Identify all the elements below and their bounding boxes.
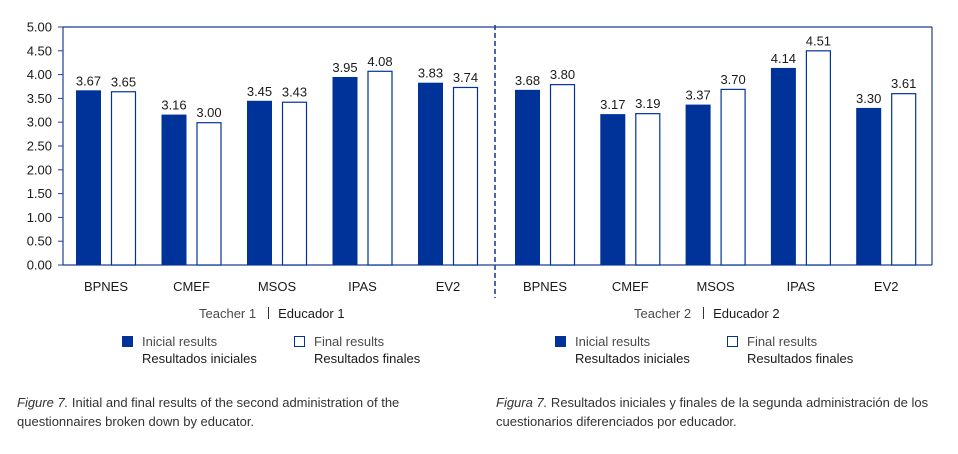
bar-final (196, 122, 222, 266)
y-tick-label: 2.00 (27, 162, 52, 177)
value-label-final: 4.08 (367, 54, 392, 69)
caption-spanish: Figura 7. Resultados iniciales y finales… (496, 393, 941, 431)
bar-initial (332, 76, 358, 265)
y-tick-label: 0.50 (27, 234, 52, 249)
caption-english: Figure 7. Initial and final results of t… (17, 393, 462, 431)
legend-initial-es: Resultados iniciales (575, 351, 690, 366)
bar-final (635, 113, 661, 266)
caption-english-label: Figure 7. (17, 395, 69, 410)
legend-final-en: Final results (747, 334, 818, 349)
bar-final (452, 86, 479, 266)
bar-final (805, 50, 832, 266)
hollow-square-icon (294, 336, 305, 347)
value-label-final: 3.19 (635, 96, 660, 111)
group-label-en: Teacher 1 (199, 306, 257, 321)
value-label-initial: 3.68 (515, 73, 540, 88)
bar-final (720, 88, 746, 266)
value-label-final: 3.70 (720, 72, 745, 87)
caption-spanish-text: Resultados iniciales y finales de la seg… (496, 395, 929, 429)
labels: 0.00 0.50 1.00 1.50 2.00 2.50 3.00 3.50 4.00 4.50… (27, 20, 917, 295)
value-label-initial: 3.45 (247, 84, 272, 99)
separator (703, 307, 705, 319)
bar-initial (247, 100, 272, 265)
value-label-final: 3.65 (111, 74, 136, 89)
y-tick-label: 4.50 (27, 43, 52, 58)
category-label: CMEF (612, 279, 649, 294)
y-tick-label: 3.00 (27, 115, 52, 130)
filled-square-icon (555, 336, 566, 347)
bar-initial (600, 114, 626, 265)
bar-initial (76, 90, 101, 265)
category-label: MSOS (696, 279, 735, 294)
legend-text: Inicial results Resultados iniciales (142, 333, 257, 367)
separator (268, 307, 270, 319)
y-tick-label: 1.00 (27, 210, 52, 225)
legend-final-es: Resultados finales (747, 351, 854, 366)
value-label-initial: 3.17 (600, 97, 625, 112)
group-label-es: Educador 2 (713, 306, 780, 321)
bar-initial (515, 89, 540, 265)
bar-initial (685, 104, 711, 265)
category-label: CMEF (173, 279, 210, 294)
caption-english-text: Initial and final results of the second … (17, 395, 400, 429)
group-label-es: Educador 1 (278, 306, 345, 321)
bar-final (281, 101, 308, 266)
bar-final (891, 93, 917, 266)
bar-final (367, 70, 393, 266)
value-label-final: 3.74 (453, 70, 478, 85)
y-tick-label: 4.00 (27, 67, 52, 82)
bar-initial (418, 82, 443, 265)
y-tick-label: 1.50 (27, 186, 52, 201)
legend-initial-en: Inicial results (575, 334, 651, 349)
legend-teacher-2: Inicial results Resultados iniciales Fin… (555, 333, 895, 369)
category-label: EV2 (436, 279, 461, 294)
category-label: MSOS (258, 279, 297, 294)
group-label-teacher-2: Teacher 2 Educador 2 (634, 306, 780, 321)
value-label-final: 3.43 (282, 85, 307, 100)
bar-final (549, 84, 576, 266)
group-label-en: Teacher 2 (634, 306, 692, 321)
bars (76, 50, 917, 266)
group-label-teacher-1: Teacher 1 Educador 1 (199, 306, 345, 321)
y-tick-label: 3.50 (27, 91, 52, 106)
value-label-final: 4.51 (806, 33, 831, 48)
category-label: IPAS (348, 279, 377, 294)
value-label-initial: 4.14 (771, 51, 796, 66)
value-label-final: 3.80 (550, 67, 575, 82)
bar-chart: 0.00 0.50 1.00 1.50 2.00 2.50 3.00 3.50 4.00 4.50… (27, 20, 933, 298)
value-label-initial: 3.95 (332, 60, 357, 75)
category-label: BPNES (523, 279, 567, 294)
legend-teacher-1: Inicial results Resultados iniciales Fin… (122, 333, 462, 369)
legend-text: Final results Resultados finales (314, 333, 420, 367)
category-label: IPAS (787, 279, 816, 294)
legend-text: Inicial results Resultados iniciales (575, 333, 690, 367)
value-label-initial: 3.37 (685, 88, 710, 103)
filled-square-icon (122, 336, 133, 347)
legend-text: Final results Resultados finales (747, 333, 853, 367)
value-label-initial: 3.30 (856, 91, 881, 106)
caption-spanish-label: Figura 7. (496, 395, 548, 410)
category-label: EV2 (874, 279, 899, 294)
hollow-square-icon (727, 336, 738, 347)
bar-initial (161, 114, 187, 265)
y-tick-label: 2.50 (27, 139, 52, 154)
legend-final-es: Resultados finales (314, 351, 421, 366)
value-label-initial: 3.83 (418, 66, 443, 81)
value-label-final: 3.00 (196, 105, 221, 120)
category-label: BPNES (84, 279, 128, 294)
legend-initial-es: Resultados iniciales (142, 351, 257, 366)
value-label-initial: 3.16 (161, 98, 186, 113)
legend-final-en: Final results (314, 334, 385, 349)
y-tick-label: 5.00 (27, 20, 52, 35)
bar-final (110, 91, 137, 266)
legend-initial-en: Inicial results (142, 334, 218, 349)
value-label-initial: 3.67 (76, 73, 101, 88)
axes (58, 25, 933, 298)
bar-initial (856, 107, 882, 265)
bar-initial (770, 67, 796, 265)
y-tick-label: 0.00 (27, 258, 52, 273)
value-label-final: 3.61 (891, 76, 916, 91)
